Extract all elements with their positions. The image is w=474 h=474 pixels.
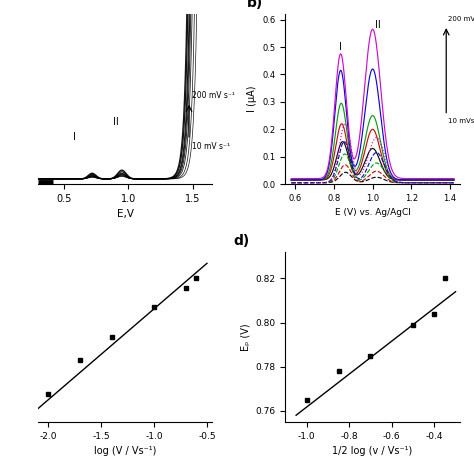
X-axis label: 1/2 log (v / Vs⁻¹): 1/2 log (v / Vs⁻¹): [332, 446, 413, 456]
Text: b): b): [247, 0, 264, 10]
Text: I: I: [73, 132, 76, 142]
Y-axis label: Eₚ (V): Eₚ (V): [240, 323, 250, 351]
X-axis label: E,V: E,V: [117, 210, 134, 219]
Text: 200 mVs⁻¹: 200 mVs⁻¹: [448, 17, 474, 22]
Y-axis label: I (μA): I (μA): [247, 86, 257, 112]
X-axis label: E (V) vs. Ag/AgCl: E (V) vs. Ag/AgCl: [335, 209, 410, 218]
Text: II: II: [113, 118, 118, 128]
X-axis label: log (V / Vs⁻¹): log (V / Vs⁻¹): [94, 446, 156, 456]
Text: 10 mVs⁻¹: 10 mVs⁻¹: [448, 118, 474, 124]
Text: I: I: [339, 42, 342, 52]
Text: 200 mV s⁻¹: 200 mV s⁻¹: [191, 91, 235, 100]
Text: 10 mV s⁻¹: 10 mV s⁻¹: [191, 142, 229, 151]
Text: II: II: [374, 20, 380, 30]
Text: d): d): [233, 234, 249, 248]
